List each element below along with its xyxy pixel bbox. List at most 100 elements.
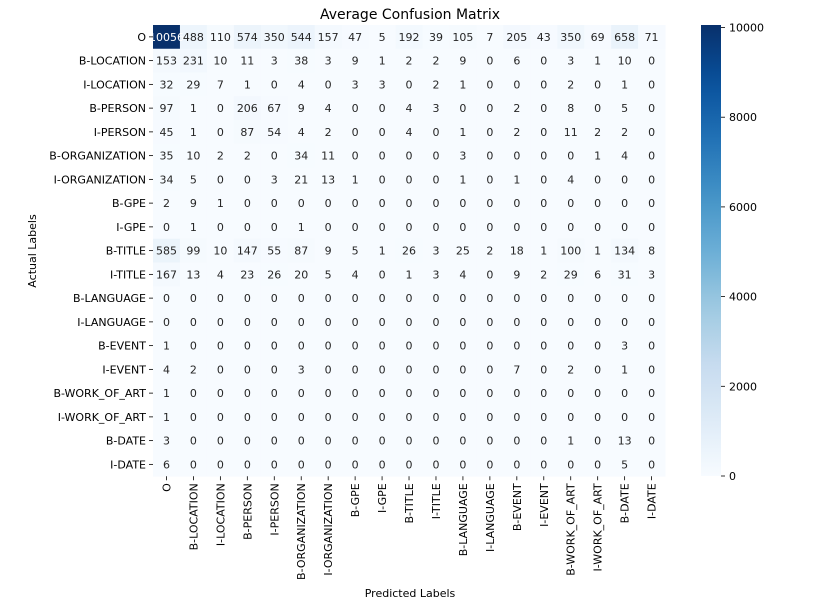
cell-value-label: 0	[540, 221, 547, 234]
heatmap-cell	[206, 262, 235, 287]
heatmap-cell	[422, 120, 450, 145]
heatmap-cell	[179, 215, 208, 240]
heatmap-cell	[530, 381, 558, 406]
heatmap-cell	[530, 286, 558, 311]
cell-value-label: 0	[217, 173, 224, 186]
heatmap-cell	[611, 452, 639, 477]
cell-value-label: 4	[298, 78, 305, 91]
heatmap-cells	[153, 25, 666, 477]
heatmap-cell	[503, 381, 531, 406]
heatmap-cell	[557, 405, 585, 430]
cell-value-label: 0	[486, 102, 493, 115]
cell-value-label: 99	[186, 245, 200, 258]
cell-value-label: 0	[594, 173, 601, 186]
cell-value-label: 97	[159, 102, 173, 115]
cell-value-label: 3	[432, 268, 439, 281]
heatmap-cell	[557, 286, 585, 311]
cell-value-label: 0	[352, 150, 359, 163]
cell-value-label: 231	[183, 55, 204, 68]
heatmap-cell	[368, 120, 396, 145]
cell-value-label: 0	[352, 292, 359, 305]
cell-value-label: 0	[648, 435, 655, 448]
x-tick-label: B-GPE	[349, 483, 362, 517]
heatmap-cell	[449, 286, 477, 311]
cell-value-label: 1	[594, 55, 601, 68]
heatmap-cell	[233, 143, 262, 168]
heatmap-cell	[206, 48, 235, 73]
heatmap-cell	[557, 167, 585, 192]
cell-value-label: 0	[432, 150, 439, 163]
heatmap-cell	[557, 428, 585, 453]
y-tick-label: O	[137, 31, 146, 44]
heatmap-cell	[206, 191, 235, 216]
cell-value-label: 0	[459, 435, 466, 448]
cell-value-label: 2	[244, 150, 251, 163]
cell-value-label: 4	[217, 268, 224, 281]
heatmap-cell	[260, 405, 289, 430]
cell-value-label: 0	[271, 458, 278, 471]
cell-value-label: 11	[564, 126, 578, 139]
y-tick-label: B-TITLE	[106, 245, 146, 258]
heatmap-cell	[557, 96, 585, 121]
cell-value-label: 4	[621, 150, 628, 163]
cell-value-label: 0	[325, 458, 332, 471]
cell-value-label: 0	[432, 197, 439, 210]
heatmap-cell	[557, 357, 585, 382]
cell-value-label: 69	[591, 31, 605, 44]
cell-value-label: 2	[406, 55, 413, 68]
heatmap-cell	[503, 333, 531, 358]
cell-value-label: 157	[318, 31, 339, 44]
heatmap-cell	[422, 357, 450, 382]
heatmap-cell	[179, 286, 208, 311]
heatmap-cell	[638, 262, 666, 287]
cell-value-label: 0	[648, 292, 655, 305]
cell-value-label: 29	[564, 268, 578, 281]
heatmap-cell	[611, 48, 639, 73]
cell-value-label: 9	[513, 268, 520, 281]
heatmap-cell	[368, 191, 396, 216]
cell-value-label: 47	[348, 31, 362, 44]
heatmap-cell	[341, 120, 369, 145]
cell-value-label: 0	[648, 411, 655, 424]
heatmap-cell	[449, 262, 477, 287]
cell-value-label: 1	[406, 268, 413, 281]
heatmap-cell	[449, 48, 477, 73]
heatmap-cell	[476, 262, 504, 287]
heatmap-cell	[206, 167, 235, 192]
cell-value-label: 0	[406, 458, 413, 471]
cell-value-label: 0	[567, 340, 574, 353]
cell-value-label: 0	[244, 292, 251, 305]
cell-value-label: 0	[379, 197, 386, 210]
cell-value-label: 0	[540, 150, 547, 163]
heatmap-cell	[260, 238, 289, 263]
heatmap-cell	[260, 72, 289, 97]
cell-value-label: 0	[271, 316, 278, 329]
heatmap-cell	[611, 428, 639, 453]
heatmap-cell	[395, 96, 423, 121]
heatmap-cell	[611, 357, 639, 382]
heatmap-cell	[314, 310, 343, 335]
cell-value-label: 0	[406, 150, 413, 163]
cell-value-label: 2	[513, 126, 520, 139]
heatmap-cell	[153, 357, 181, 382]
heatmap-cell	[476, 96, 504, 121]
cell-value-label: 0	[352, 197, 359, 210]
heatmap-cell	[314, 357, 343, 382]
cell-value-label: 0	[163, 292, 170, 305]
cell-value-label: 350	[560, 31, 581, 44]
colorbar-tick-label: 8000	[729, 111, 757, 124]
cell-value-label: 87	[240, 126, 254, 139]
cell-value-label: 5	[621, 102, 628, 115]
heatmap-cell	[368, 357, 396, 382]
cell-value-label: 13	[321, 173, 335, 186]
heatmap-cell	[341, 452, 369, 477]
cell-value-label: 6	[513, 55, 520, 68]
heatmap-cell	[530, 215, 558, 240]
heatmap-cell	[260, 381, 289, 406]
heatmap-cell	[530, 143, 558, 168]
cell-value-label: 10056	[149, 31, 184, 44]
cell-value-label: 0	[594, 102, 601, 115]
cell-value-label: 0	[486, 316, 493, 329]
heatmap-cell	[638, 428, 666, 453]
cell-value-label: 0	[459, 221, 466, 234]
